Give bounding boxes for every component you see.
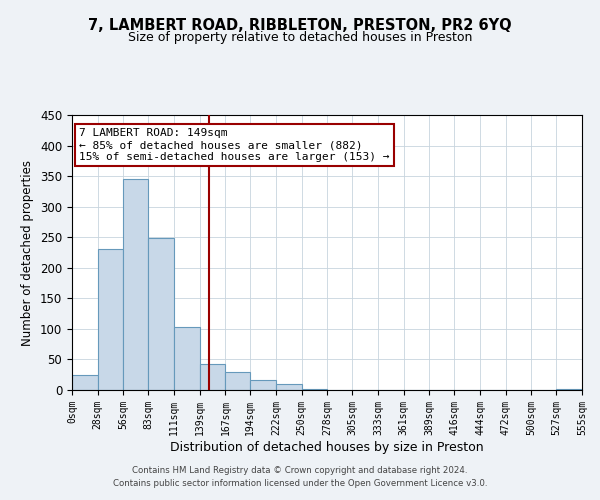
Text: 7, LAMBERT ROAD, RIBBLETON, PRESTON, PR2 6YQ: 7, LAMBERT ROAD, RIBBLETON, PRESTON, PR2… (88, 18, 512, 32)
Text: Size of property relative to detached houses in Preston: Size of property relative to detached ho… (128, 31, 472, 44)
Bar (250, 380, 276, 390)
Bar (148, 238, 174, 390)
Text: Contains HM Land Registry data © Crown copyright and database right 2024.
Contai: Contains HM Land Registry data © Crown c… (113, 466, 487, 487)
Bar (556, 389, 582, 390)
Bar (124, 179, 148, 390)
Bar (174, 327, 200, 390)
Text: 7 LAMBERT ROAD: 149sqm
← 85% of detached houses are smaller (882)
15% of semi-de: 7 LAMBERT ROAD: 149sqm ← 85% of detached… (79, 128, 390, 162)
Y-axis label: Number of detached properties: Number of detached properties (22, 160, 34, 346)
Bar (72, 374, 98, 390)
Bar (276, 384, 302, 390)
X-axis label: Distribution of detached houses by size in Preston: Distribution of detached houses by size … (170, 440, 484, 454)
Bar (302, 389, 328, 390)
Bar (200, 364, 226, 390)
Bar (98, 250, 124, 390)
Bar (226, 372, 250, 390)
